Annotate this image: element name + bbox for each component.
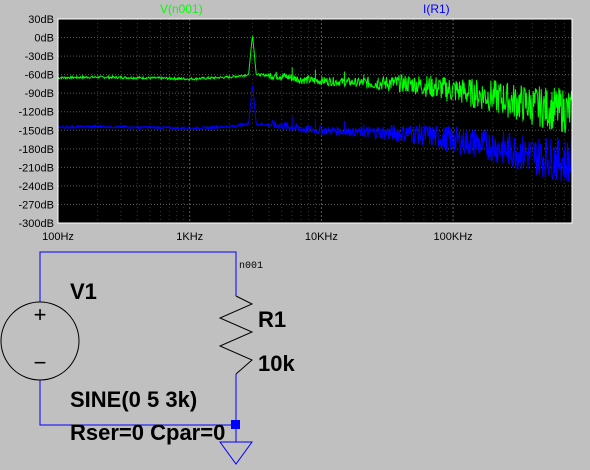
resistor-name-label[interactable]: R1	[258, 307, 286, 332]
wire-top[interactable]	[39, 251, 237, 302]
x-tick-label: 10KHz	[305, 231, 338, 243]
source-value-label[interactable]: SINE(0 5 3k)	[70, 387, 197, 412]
junction-dot[interactable]	[231, 420, 240, 429]
x-tick-label: 100Hz	[42, 231, 74, 243]
wire-bottom[interactable]	[39, 380, 236, 426]
y-tick-label: -30dB	[25, 51, 54, 63]
trace-label-v-n001[interactable]: V(n001)	[160, 2, 203, 16]
y-tick-label: -240dB	[19, 181, 54, 193]
y-tick-label: -60dB	[25, 70, 54, 82]
y-tick-label: -180dB	[19, 144, 54, 156]
y-tick-label: -270dB	[19, 199, 54, 211]
y-tick-label: 30dB	[28, 14, 54, 26]
trace-i-r1[interactable]	[57, 84, 573, 183]
y-tick-label: -120dB	[19, 107, 54, 119]
voltage-source-circle-icon[interactable]	[0, 301, 80, 381]
bode-plot[interactable]: 30dB 0dB -30dB -60dB -90dB -120dB -150dB -180dB…	[0, 0, 590, 244]
x-tick-label: 1KHz	[176, 231, 203, 243]
schematic-editor[interactable]: + − V1 R1 10k SINE(0 5 3k) Rser=0 Cpar=0…	[0, 244, 590, 470]
minus-sign: −	[34, 350, 47, 375]
trace-label-i-r1[interactable]: I(R1)	[423, 2, 450, 16]
source-param-label[interactable]: Rser=0 Cpar=0	[70, 420, 225, 445]
schematic-canvas[interactable]: + − V1 R1 10k SINE(0 5 3k) Rser=0 Cpar=0…	[0, 244, 590, 470]
ground-icon[interactable]	[219, 441, 253, 465]
source-name-label[interactable]: V1	[70, 279, 97, 304]
net-label-n001[interactable]: n001	[239, 261, 263, 272]
x-tick-label: 100KHz	[434, 231, 473, 243]
wires[interactable]	[39, 251, 237, 442]
resistor-value-label[interactable]: 10k	[258, 351, 295, 376]
y-tick-label: -210dB	[19, 162, 54, 174]
plot-frame	[57, 18, 573, 224]
y-tick-label: -90dB	[25, 88, 54, 100]
waveform-plot-pane[interactable]: V(n001) I(R1) 30dB 0dB -30dB -60dB -90dB -120…	[0, 0, 590, 244]
y-tick-label: -300dB	[19, 218, 54, 230]
y-tick-label: 0dB	[34, 33, 54, 45]
resistor-symbol[interactable]	[218, 295, 254, 375]
plus-sign: +	[34, 302, 47, 327]
voltage-source-symbol[interactable]: + −	[0, 301, 80, 381]
y-tick-label: -150dB	[19, 125, 54, 137]
